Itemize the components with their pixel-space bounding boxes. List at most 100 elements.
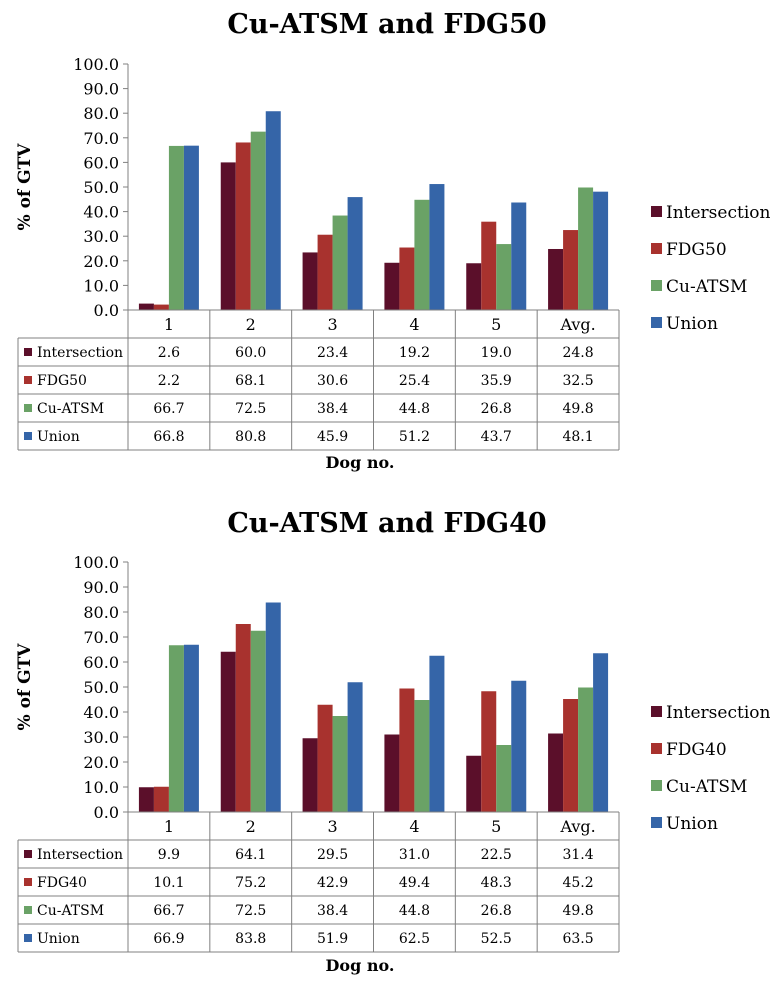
- bar: [302, 252, 318, 310]
- data-label: 62.5: [399, 931, 430, 947]
- y-tick-label: 0.0: [94, 803, 119, 822]
- x-axis-label: Dog no.: [326, 956, 395, 975]
- x-category-label: 4: [409, 315, 419, 334]
- bar: [235, 142, 251, 310]
- data-label: 31.4: [562, 847, 593, 863]
- y-tick-label: 90.0: [83, 578, 119, 597]
- row-header: Union: [37, 931, 80, 947]
- bar: [511, 680, 527, 812]
- bar: [168, 645, 184, 812]
- y-tick-label: 30.0: [83, 227, 119, 246]
- bar: [138, 303, 154, 310]
- bar: [302, 738, 318, 812]
- bar: [563, 230, 579, 310]
- bar: [384, 734, 400, 812]
- data-label: 83.8: [235, 931, 266, 947]
- data-label: 25.4: [399, 373, 430, 389]
- y-tick-label: 0.0: [94, 301, 119, 320]
- data-label: 48.1: [562, 429, 593, 445]
- y-tick-label: 80.0: [83, 104, 119, 123]
- row-legend-key: [24, 934, 32, 942]
- row-header: Intersection: [37, 847, 123, 863]
- legend-label: Cu-ATSM: [666, 277, 747, 297]
- row-header: Intersection: [37, 345, 123, 361]
- row-header: FDG50: [37, 373, 87, 389]
- bar: [414, 700, 430, 812]
- bar: [548, 733, 564, 812]
- data-label: 44.8: [399, 401, 430, 417]
- y-tick-label: 40.0: [83, 203, 119, 222]
- row-legend-key: [24, 348, 32, 356]
- chart-2: Cu-ATSM and FDG40 0.0 10.0 20.0 30.0 40.0 50.0…: [15, 508, 770, 975]
- bar: [317, 234, 333, 310]
- y-tick-label: 100.0: [73, 55, 119, 74]
- y-tick-label: 20.0: [83, 753, 119, 772]
- y-tick-label: 20.0: [83, 252, 119, 271]
- data-label: 2.2: [158, 373, 180, 389]
- legend-label: Intersection: [666, 703, 770, 723]
- y-tick-label: 30.0: [83, 728, 119, 747]
- x-category-label: 5: [491, 817, 501, 836]
- data-label: 49.8: [562, 903, 593, 919]
- bar: [153, 304, 169, 310]
- legend-label: FDG50: [666, 240, 727, 260]
- bar: [593, 191, 609, 310]
- chart-1: Cu-ATSM and FDG50 0.0 10.0 20.0 30.0 40.0 50.0…: [15, 9, 770, 472]
- chart-title: Cu-ATSM and FDG40: [227, 508, 546, 539]
- bar: [220, 651, 236, 812]
- bar: [265, 602, 281, 812]
- bar: [265, 111, 281, 311]
- legend-key: [651, 780, 662, 791]
- data-label: 68.1: [235, 373, 266, 389]
- data-label: 32.5: [562, 373, 593, 389]
- data-label: 49.4: [399, 875, 430, 891]
- data-label: 80.8: [235, 429, 266, 445]
- data-label: 49.8: [562, 401, 593, 417]
- data-label: 66.8: [153, 429, 184, 445]
- data-label: 2.6: [158, 345, 180, 361]
- y-tick-label: 50.0: [83, 678, 119, 697]
- data-label: 31.0: [399, 847, 430, 863]
- row-legend-key: [24, 850, 32, 858]
- bar: [347, 197, 363, 310]
- data-label: 9.9: [158, 847, 180, 863]
- x-category-label: 1: [164, 315, 174, 334]
- x-category-label: 3: [327, 817, 337, 836]
- legend-key: [651, 743, 662, 754]
- legend-key: [651, 317, 662, 328]
- row-header: FDG40: [37, 875, 87, 891]
- row-legend-key: [24, 878, 32, 886]
- bar: [429, 655, 445, 812]
- bar: [429, 184, 445, 310]
- bar: [578, 187, 594, 310]
- x-category-label: 4: [409, 817, 419, 836]
- y-axis-label: % of GTV: [15, 643, 35, 731]
- row-legend-key: [24, 404, 32, 412]
- x-category-label: Avg.: [559, 315, 595, 334]
- bar: [332, 716, 348, 812]
- bar: [548, 248, 564, 310]
- legend-key: [651, 817, 662, 828]
- bar: [399, 247, 415, 310]
- bar: [414, 199, 430, 310]
- legend-label: Union: [666, 314, 718, 334]
- data-label: 44.8: [399, 903, 430, 919]
- data-label: 45.9: [317, 429, 348, 445]
- row-header: Union: [37, 429, 80, 445]
- y-tick-label: 70.0: [83, 628, 119, 647]
- data-label: 42.9: [317, 875, 348, 891]
- bar: [481, 221, 497, 310]
- y-tick-label: 60.0: [83, 653, 119, 672]
- data-label: 35.9: [481, 373, 512, 389]
- data-label: 19.2: [399, 345, 430, 361]
- bar: [183, 145, 199, 310]
- data-label: 48.3: [481, 875, 512, 891]
- bar: [481, 691, 497, 812]
- data-label: 63.5: [562, 931, 593, 947]
- y-tick-label: 10.0: [83, 778, 119, 797]
- y-tick-label: 100.0: [73, 553, 119, 572]
- data-label: 64.1: [235, 847, 266, 863]
- bar: [399, 688, 415, 812]
- legend-label: Union: [666, 814, 718, 834]
